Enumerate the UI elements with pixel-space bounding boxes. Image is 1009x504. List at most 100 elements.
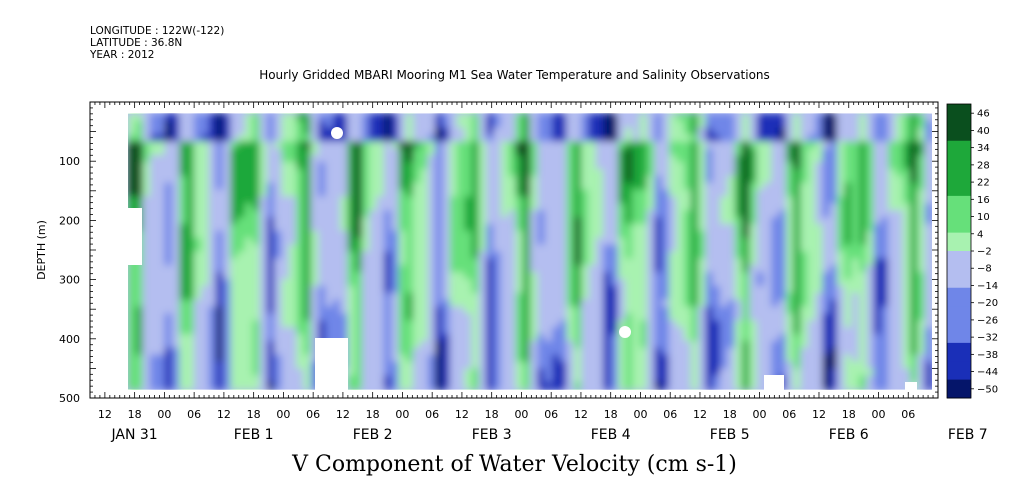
field-cell	[858, 354, 867, 363]
field-cell	[179, 155, 188, 163]
field-cell	[266, 196, 275, 205]
field-cell	[917, 354, 926, 363]
field-cell	[639, 272, 648, 280]
field-cell	[880, 210, 889, 218]
field-cell	[530, 175, 539, 184]
field-cell	[588, 382, 597, 390]
field-cell	[215, 382, 224, 390]
field-cell	[398, 292, 407, 301]
field-cell	[413, 244, 422, 253]
field-cell	[164, 382, 173, 390]
field-cell	[223, 162, 232, 170]
field-cell	[128, 168, 137, 177]
field-cell	[537, 279, 546, 287]
field-cell	[142, 327, 151, 335]
field-cell	[807, 175, 816, 184]
field-cell	[668, 334, 677, 342]
field-cell	[215, 113, 224, 122]
field-cell	[142, 155, 151, 163]
field-cell	[332, 272, 341, 280]
field-cell	[676, 354, 685, 363]
field-cell	[427, 313, 436, 322]
field-cell	[303, 189, 312, 198]
field-cell	[676, 113, 685, 122]
field-cell	[383, 334, 392, 342]
field-cell	[537, 224, 546, 232]
field-cell	[858, 244, 867, 253]
field-cell	[588, 361, 597, 370]
field-cell	[522, 340, 531, 349]
field-cell	[807, 127, 816, 136]
field-cell	[244, 230, 253, 239]
field-cell	[654, 168, 663, 177]
field-cell	[303, 244, 312, 253]
field-cell	[902, 340, 911, 349]
field-cell	[347, 340, 356, 349]
field-cell	[223, 340, 232, 349]
field-cell	[252, 168, 261, 177]
field-cell	[354, 237, 363, 246]
field-cell	[274, 258, 283, 267]
field-cell	[712, 279, 721, 287]
field-cell	[164, 127, 173, 136]
field-cell	[690, 237, 699, 246]
field-cell	[778, 299, 787, 308]
y-tick-label: 200	[59, 214, 80, 227]
field-cell	[771, 155, 780, 163]
field-cell	[880, 217, 889, 225]
field-cell	[632, 313, 641, 322]
x-hour-tick-label: 00	[514, 408, 528, 421]
field-cell	[486, 113, 495, 122]
field-cell	[522, 368, 531, 377]
field-cell	[215, 251, 224, 260]
field-cell	[639, 334, 648, 342]
field-cell	[793, 306, 802, 315]
field-cell	[690, 162, 699, 170]
field-cell	[186, 217, 195, 225]
field-cell	[515, 217, 524, 225]
field-cell	[376, 251, 385, 260]
field-cell	[201, 182, 210, 191]
field-cell	[318, 141, 327, 150]
field-cell	[398, 265, 407, 273]
field-cell	[742, 272, 751, 280]
field-cell	[807, 265, 816, 273]
field-cell	[310, 251, 319, 260]
field-cell	[661, 162, 670, 170]
field-cell	[866, 244, 875, 253]
field-cell	[171, 155, 180, 163]
field-cell	[822, 279, 831, 287]
field-cell	[661, 272, 670, 280]
field-cell	[800, 361, 809, 370]
field-cell	[171, 175, 180, 184]
field-cell	[756, 382, 765, 390]
field-cell	[369, 141, 378, 150]
field-cell	[500, 375, 509, 384]
y-tick-label: 300	[59, 274, 80, 287]
field-cell	[551, 155, 560, 163]
field-cell	[705, 334, 714, 342]
field-cell	[171, 354, 180, 363]
field-cell	[259, 134, 268, 143]
field-cell	[288, 113, 297, 122]
field-cell	[917, 347, 926, 356]
field-cell	[266, 258, 275, 267]
field-cell	[566, 155, 575, 163]
field-cell	[310, 120, 319, 129]
field-cell	[223, 155, 232, 163]
field-cell	[763, 368, 772, 377]
field-cell	[296, 127, 305, 136]
field-cell	[237, 162, 246, 170]
field-cell	[632, 368, 641, 377]
field-cell	[595, 313, 604, 322]
field-cell	[193, 217, 202, 225]
field-cell	[771, 299, 780, 308]
field-cell	[544, 258, 553, 267]
field-cell	[654, 127, 663, 136]
field-cell	[508, 258, 517, 267]
field-cell	[917, 155, 926, 163]
field-cell	[595, 182, 604, 191]
field-cell	[303, 155, 312, 163]
field-cell	[171, 334, 180, 342]
field-cell	[325, 155, 334, 163]
